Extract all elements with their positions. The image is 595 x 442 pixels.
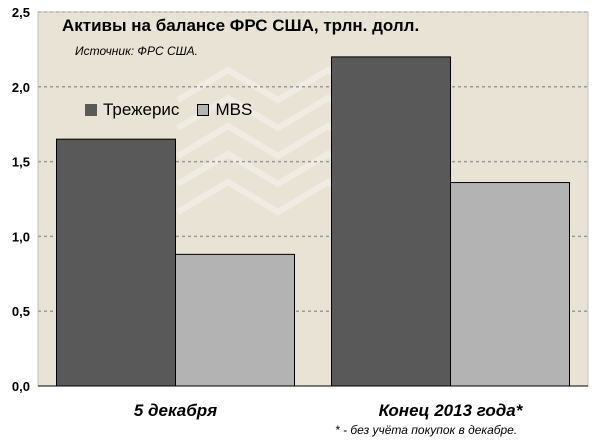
chart-title: Активы на балансе ФРС США, трлн. долл. <box>62 16 420 35</box>
legend: Трежерис MBS <box>85 100 270 120</box>
bar-mbs-0 <box>175 253 295 387</box>
y-tick-label: 1,5 <box>12 155 30 170</box>
footnote: * - без учёта покупок в декабре. <box>335 423 518 437</box>
bar-mbs-1 <box>450 182 570 387</box>
y-tick-label: 1,0 <box>12 229 30 244</box>
legend-label-treasury: Трежерис <box>103 100 180 119</box>
legend-swatch-treasury <box>85 104 97 116</box>
y-tick-label: 2,0 <box>12 80 30 95</box>
x-tick-label: 5 декабря <box>134 401 217 420</box>
legend-label-mbs: MBS <box>215 100 253 119</box>
bar-treasury-0 <box>56 138 176 387</box>
y-tick-label: 0,0 <box>12 379 30 394</box>
legend-entry-treasury: Трежерис <box>85 100 179 120</box>
x-tick-label: Конец 2013 года* <box>379 401 524 420</box>
y-tick-label: 0,5 <box>12 304 30 319</box>
legend-entry-mbs: MBS <box>197 100 252 120</box>
chart-subtitle: Источник: ФРС США. <box>75 44 198 58</box>
legend-swatch-mbs <box>197 104 210 116</box>
y-tick-label: 2,5 <box>12 5 30 20</box>
bar-treasury-1 <box>331 56 451 387</box>
